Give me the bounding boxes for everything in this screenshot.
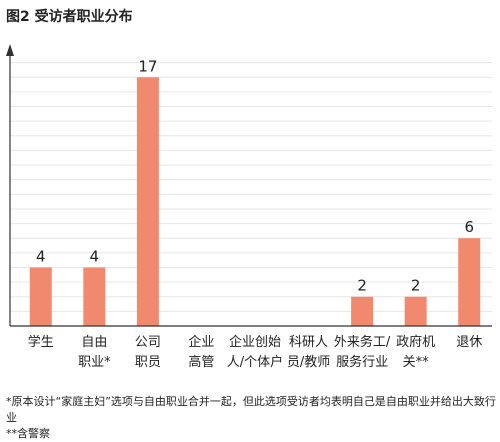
value-label: 4 bbox=[90, 247, 100, 265]
value-label: 6 bbox=[464, 218, 474, 236]
category-label: 企业创始 bbox=[229, 334, 281, 350]
category-label: 外来务工/ bbox=[334, 334, 391, 350]
category-label: 企业 bbox=[188, 334, 214, 350]
y-axis-arrow bbox=[6, 44, 14, 56]
category-label: 职员 bbox=[135, 355, 161, 370]
bar bbox=[83, 267, 106, 326]
footnote-1: *原本设计“家庭主妇”选项与自由职业合并一起，但此选项受访者均表明自己是自由职业… bbox=[6, 395, 496, 424]
bar bbox=[404, 296, 427, 326]
category-label: 人/个体户 bbox=[227, 354, 283, 370]
category-label: 服务行业 bbox=[336, 354, 388, 370]
bars bbox=[29, 77, 481, 327]
value-label: 2 bbox=[411, 277, 421, 295]
value-label: 17 bbox=[138, 57, 157, 75]
bar bbox=[458, 238, 481, 326]
category-label: 退休 bbox=[456, 335, 482, 350]
category-label: 高管 bbox=[188, 354, 214, 370]
category-label: 科研人 bbox=[289, 335, 328, 350]
category-label: 关** bbox=[403, 355, 430, 370]
gridlines bbox=[10, 62, 492, 312]
value-label: 4 bbox=[36, 247, 46, 265]
category-label: 政府机 bbox=[396, 335, 435, 350]
category-label: 职业* bbox=[78, 355, 111, 370]
bar bbox=[29, 267, 52, 326]
value-label: 2 bbox=[357, 277, 367, 295]
category-label: 自由 bbox=[81, 335, 107, 350]
bar bbox=[136, 77, 159, 327]
bar bbox=[351, 296, 374, 326]
footnote-2: **含警察 bbox=[6, 427, 50, 440]
chart-title: 图2 受访者职业分布 bbox=[6, 9, 133, 25]
category-label: 公司 bbox=[135, 335, 161, 350]
category-label: 学生 bbox=[28, 334, 54, 350]
value-labels: 4 4 17 2 2 6 bbox=[36, 57, 474, 294]
footnotes: *原本设计“家庭主妇”选项与自由职业合并一起，但此选项受访者均表明自己是自由职业… bbox=[6, 394, 496, 442]
category-label: 员/教师 bbox=[287, 354, 330, 370]
